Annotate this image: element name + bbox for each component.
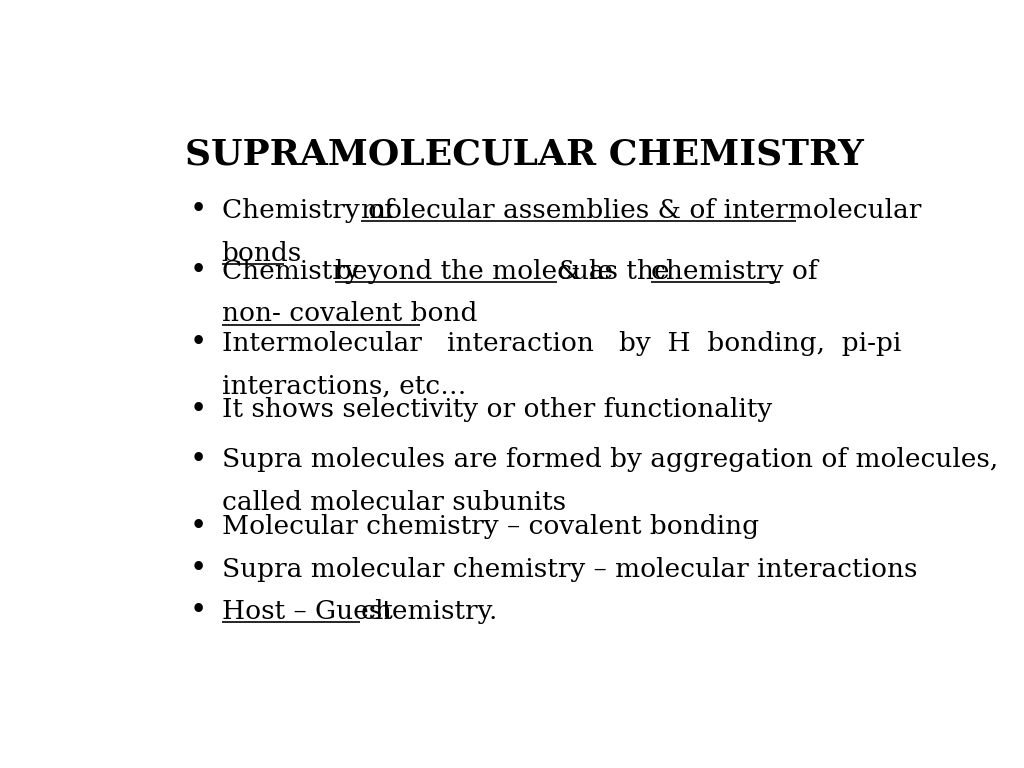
- Text: It shows selectivity or other functionality: It shows selectivity or other functional…: [221, 397, 772, 422]
- Text: bonds: bonds: [221, 240, 302, 266]
- Text: •: •: [189, 329, 207, 357]
- Text: •: •: [189, 197, 207, 224]
- Text: Supra molecules are formed by aggregation of molecules,: Supra molecules are formed by aggregatio…: [221, 448, 998, 472]
- Text: Intermolecular   interaction   by  H  bonding,  pi-pi: Intermolecular interaction by H bonding,…: [221, 331, 901, 356]
- Text: chemistry.: chemistry.: [360, 599, 498, 624]
- Text: non- covalent bond: non- covalent bond: [221, 301, 477, 326]
- Text: •: •: [189, 555, 207, 584]
- Text: •: •: [189, 598, 207, 625]
- Text: •: •: [189, 446, 207, 474]
- Text: chemistry of: chemistry of: [650, 259, 817, 284]
- Text: •: •: [189, 396, 207, 424]
- Text: Supra molecular chemistry – molecular interactions: Supra molecular chemistry – molecular in…: [221, 557, 918, 582]
- Text: Molecular chemistry – covalent bonding: Molecular chemistry – covalent bonding: [221, 515, 759, 539]
- Text: molecular assemblies & of intermolecular: molecular assemblies & of intermolecular: [361, 198, 922, 223]
- Text: Chemistry: Chemistry: [221, 259, 368, 284]
- Text: called molecular subunits: called molecular subunits: [221, 490, 566, 515]
- Text: beyond the molecule: beyond the molecule: [335, 259, 622, 284]
- Text: interactions, etc…: interactions, etc…: [221, 373, 466, 399]
- Text: Chemistry of: Chemistry of: [221, 198, 401, 223]
- Text: •: •: [189, 513, 207, 541]
- Text: Host – Guest: Host – Guest: [221, 599, 400, 624]
- Text: •: •: [189, 257, 207, 286]
- Text: SUPRAMOLECULAR CHEMISTRY: SUPRAMOLECULAR CHEMISTRY: [185, 137, 864, 171]
- Text: & as the: & as the: [557, 259, 678, 284]
